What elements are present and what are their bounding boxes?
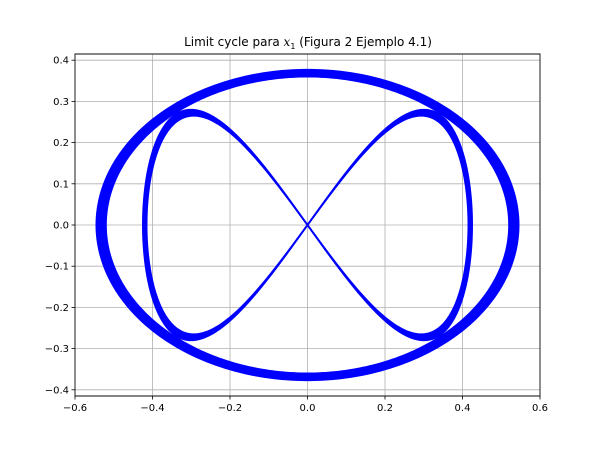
y-tick-label: 0.3 — [53, 97, 69, 108]
x-tick-label: −0.4 — [140, 403, 164, 414]
outer-limit-cycle-loop — [100, 72, 515, 378]
chart-title: Limit cycle para x1 (Figura 2 Ejemplo 4.… — [184, 35, 432, 51]
y-tick-label: 0.2 — [53, 138, 69, 149]
x-tick-label: 0.4 — [455, 403, 471, 414]
trajectory-series — [95, 68, 520, 382]
outer-limit-cycle-loop — [99, 71, 516, 379]
chart-title-variable: x — [284, 35, 291, 49]
outer-limit-cycle-loop — [96, 69, 519, 381]
y-tick-label: 0.1 — [53, 179, 69, 190]
outer-limit-cycle-loop — [95, 68, 520, 382]
y-tick-label: −0.2 — [45, 303, 69, 314]
y-tick-label: 0.0 — [53, 221, 69, 232]
y-tick-label: −0.4 — [45, 385, 69, 396]
outer-limit-cycle-loop — [97, 70, 518, 380]
y-tick-label: −0.3 — [45, 344, 69, 355]
inner-lemniscate-loop — [142, 108, 473, 342]
outer-limit-cycle-loop — [101, 73, 514, 377]
x-tick-label: 0.0 — [300, 403, 316, 414]
chart-title-suffix: (Figura 2 Ejemplo 4.1) — [295, 35, 432, 49]
x-tick-label: −0.6 — [63, 403, 87, 414]
chart-title-subscript: 1 — [290, 42, 295, 51]
grid-lines — [74, 54, 541, 396]
outer-limit-cycle-loop — [103, 74, 512, 376]
x-tick-label: 0.2 — [377, 403, 393, 414]
outer-limit-cycle-loop — [102, 74, 513, 376]
x-tick-label: 0.6 — [532, 403, 548, 414]
y-tick-label: −0.1 — [45, 262, 69, 273]
axis-ticks: −0.6 −0.4 −0.2 0.0 0.2 0.4 0.6 −0.4 −0.3 −0.2 −0.1… — [45, 56, 548, 414]
y-tick-label: 0.4 — [53, 56, 69, 67]
chart-title-prefix: Limit cycle para — [184, 35, 283, 49]
outer-limit-cycle-loop — [105, 75, 510, 375]
x-tick-label: −0.2 — [218, 403, 242, 414]
